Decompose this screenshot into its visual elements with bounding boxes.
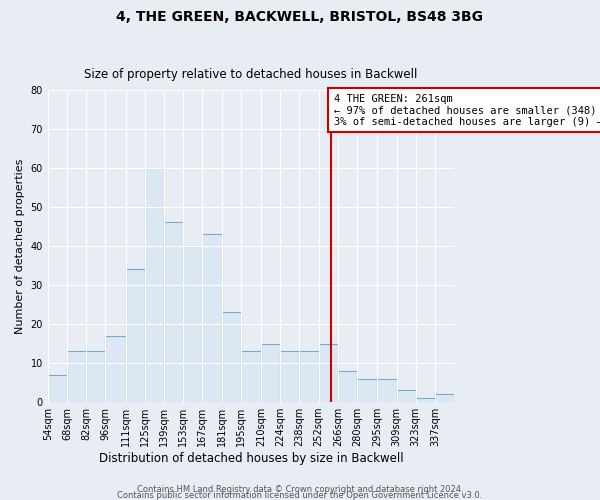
Bar — [105, 336, 126, 402]
Bar — [126, 270, 145, 402]
Text: Contains HM Land Registry data © Crown copyright and database right 2024.: Contains HM Land Registry data © Crown c… — [137, 484, 463, 494]
Bar — [299, 352, 319, 402]
Bar — [67, 352, 86, 402]
Bar — [377, 378, 397, 402]
Bar — [435, 394, 454, 402]
Text: 4, THE GREEN, BACKWELL, BRISTOL, BS48 3BG: 4, THE GREEN, BACKWELL, BRISTOL, BS48 3B… — [116, 10, 484, 24]
Bar — [397, 390, 416, 402]
Bar — [48, 375, 67, 402]
Title: Size of property relative to detached houses in Backwell: Size of property relative to detached ho… — [84, 68, 418, 81]
Bar — [202, 234, 221, 402]
Bar — [280, 352, 299, 402]
Y-axis label: Number of detached properties: Number of detached properties — [15, 158, 25, 334]
Text: Contains public sector information licensed under the Open Government Licence v3: Contains public sector information licen… — [118, 490, 482, 500]
Text: 4 THE GREEN: 261sqm
← 97% of detached houses are smaller (348)
3% of semi-detach: 4 THE GREEN: 261sqm ← 97% of detached ho… — [334, 94, 600, 127]
Bar — [319, 344, 338, 402]
Bar — [86, 352, 105, 402]
Bar — [338, 371, 357, 402]
Bar — [241, 352, 261, 402]
Bar — [416, 398, 435, 402]
Bar — [261, 344, 280, 402]
X-axis label: Distribution of detached houses by size in Backwell: Distribution of detached houses by size … — [98, 452, 403, 465]
Bar — [357, 378, 377, 402]
Bar — [164, 222, 183, 402]
Bar — [221, 312, 241, 402]
Bar — [183, 246, 202, 402]
Bar — [145, 168, 164, 402]
